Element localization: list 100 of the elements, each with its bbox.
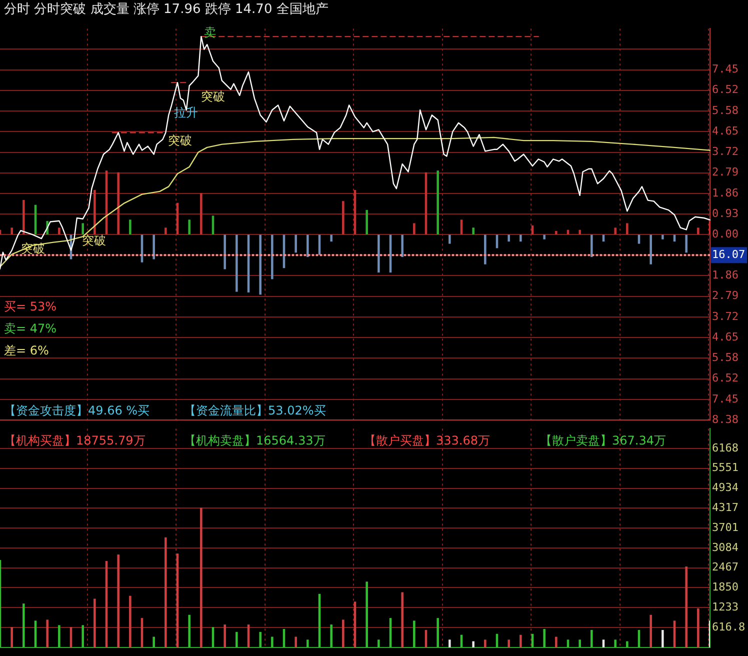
bar <box>543 234 546 240</box>
bar <box>82 625 84 648</box>
bar <box>164 228 167 234</box>
y-tick-label: 1.86 <box>712 186 738 200</box>
bar <box>650 234 652 264</box>
bar <box>271 636 274 648</box>
bar <box>212 216 214 234</box>
bar <box>129 220 132 234</box>
bar <box>472 641 474 648</box>
annotation: 买= 53% <box>4 300 57 314</box>
bar <box>555 636 558 648</box>
y-tick-label: 7.45 <box>712 62 738 76</box>
bar <box>508 234 510 242</box>
annotation: 【机构买盘】18755.79万 <box>4 434 146 448</box>
bar <box>58 625 60 648</box>
bar <box>117 554 120 648</box>
bar <box>520 634 522 648</box>
annotation: 【散户卖盘】367.34万 <box>540 434 666 448</box>
bar <box>224 624 226 648</box>
bar <box>152 234 155 260</box>
bar <box>200 193 202 234</box>
annotation: 差= 6% <box>4 344 49 358</box>
annotation: 卖 <box>204 26 216 40</box>
y-tick-label: 0.93 <box>712 206 738 220</box>
bar <box>460 220 463 234</box>
bar <box>236 234 238 292</box>
y-tick-label: 616.8 <box>712 620 746 634</box>
bar <box>685 234 688 253</box>
y-tick-label: 6.52 <box>712 372 738 385</box>
annotation: 【机构卖盘】16564.33万 <box>184 434 326 448</box>
bar <box>58 228 60 234</box>
bar <box>22 604 25 648</box>
bar <box>413 620 416 648</box>
y-tick-label: 4317 <box>712 501 738 514</box>
bar <box>484 640 486 648</box>
y-tick-label: 6.52 <box>712 83 738 96</box>
bar <box>436 618 439 648</box>
bar <box>10 627 13 648</box>
bar <box>555 230 558 234</box>
bar <box>448 234 451 244</box>
bar <box>520 234 522 242</box>
text: 16.07 <box>712 248 746 262</box>
bar <box>685 566 688 648</box>
y-tick-label: 3.72 <box>712 310 738 323</box>
bar <box>188 614 190 648</box>
bar <box>330 234 332 242</box>
bar <box>342 620 344 648</box>
y-tick-label: 4934 <box>712 481 739 494</box>
chart-title: 分时 分时突破 成交量 涨停 17.96 跌停 14.70 全国地产 <box>3 1 330 19</box>
y-tick-label: 5.58 <box>712 350 738 364</box>
bar <box>543 629 546 648</box>
bar <box>697 228 700 234</box>
bar <box>366 582 368 648</box>
annotation: 【资金攻击度】49.66 %买 <box>4 404 150 418</box>
bar <box>590 630 593 648</box>
bar <box>294 636 297 648</box>
bar <box>413 223 416 234</box>
y-tick-label: 6168 <box>712 441 738 454</box>
y-tick-label: 1233 <box>712 600 738 614</box>
y-tick-label: 2467 <box>712 560 738 574</box>
bar <box>46 620 48 648</box>
y-tick-label: 3.72 <box>712 145 738 158</box>
bar <box>94 190 96 234</box>
bar <box>448 640 451 648</box>
annotation: 突破 <box>201 90 225 104</box>
bar <box>401 592 404 648</box>
bar <box>129 596 132 648</box>
bar <box>378 640 380 648</box>
y-tick-label: 8.38 <box>712 412 738 426</box>
bar <box>10 228 13 234</box>
bar <box>164 537 167 648</box>
bar <box>366 210 368 234</box>
bar <box>436 170 439 234</box>
bar <box>117 172 120 234</box>
bar <box>330 624 332 648</box>
y-tick-label: 5.58 <box>712 104 738 117</box>
bar <box>614 640 616 648</box>
bar <box>259 234 262 295</box>
y-tick-label: 4.65 <box>712 330 738 344</box>
bar <box>294 234 297 253</box>
y-tick-label: 5551 <box>712 461 738 474</box>
annotation: 【资金流量比】53.02%买 <box>184 404 326 418</box>
annotation: 【散户买盘】333.68万 <box>364 434 490 448</box>
bar <box>626 641 628 648</box>
bar <box>306 234 309 258</box>
y-tick-label: 4.65 <box>712 124 738 138</box>
bar <box>236 632 238 648</box>
bar <box>662 630 664 648</box>
y-tick-label: 0.00 <box>712 227 738 240</box>
bar <box>22 200 25 234</box>
bar <box>614 228 616 234</box>
bar <box>578 640 581 648</box>
y-tick-label: 1.86 <box>712 268 738 282</box>
y-tick-label: 7.45 <box>712 392 738 406</box>
bar <box>188 220 190 234</box>
bar <box>94 598 96 648</box>
y-tick-label: 2.79 <box>712 166 738 179</box>
bar <box>508 640 510 648</box>
y-tick-label: 2.79 <box>712 289 738 302</box>
bar <box>697 608 700 648</box>
